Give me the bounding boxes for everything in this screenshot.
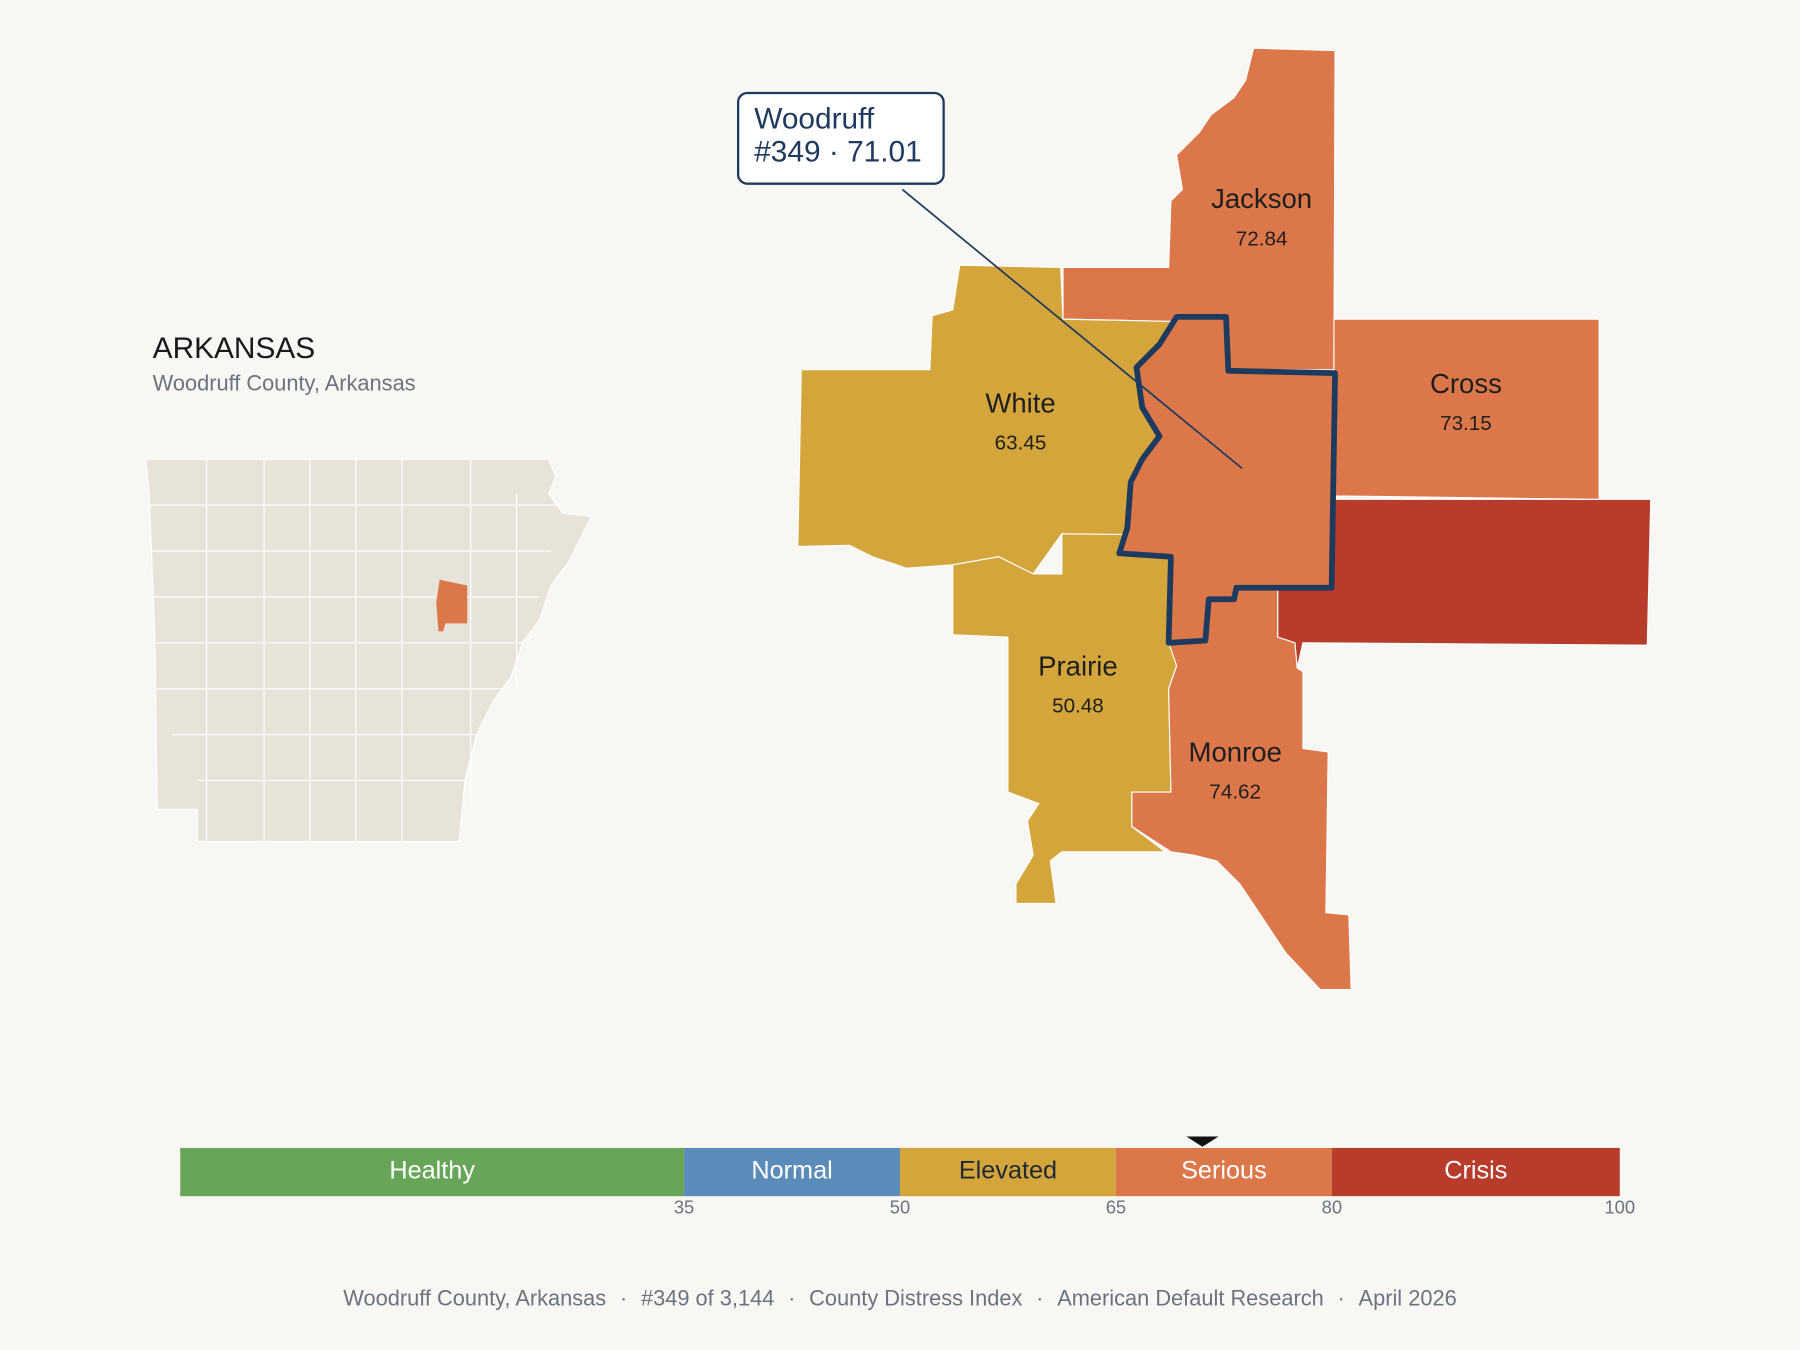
county-score: 73.15: [1440, 412, 1492, 435]
scale-band: [684, 1147, 900, 1197]
callout-box: [736, 91, 945, 185]
band-label: Elevated: [959, 1157, 1057, 1185]
inset-lines-h: [149, 504, 563, 782]
county-name: White: [985, 388, 1055, 419]
county-map: Jackson 72.84 White 63.45 Cross 73.15 Prairie 5…: [797, 47, 1652, 991]
scale-band: [1115, 1147, 1332, 1197]
county-name: Jackson: [1211, 183, 1312, 214]
footer-part: County Distress Index: [809, 1285, 1022, 1310]
inset-lines-v: [206, 459, 518, 842]
county-score: 72.84: [1236, 227, 1288, 250]
score-pointer: [1186, 1136, 1219, 1147]
band-label: Healthy: [389, 1157, 475, 1185]
county-shape: [952, 533, 1178, 905]
county-score: 74.62: [1209, 781, 1261, 804]
county-shape: [1333, 318, 1600, 500]
band-label: Crisis: [1444, 1157, 1507, 1185]
county-lines: [149, 459, 563, 842]
state-shape: [145, 458, 593, 843]
state-inset: [145, 458, 593, 843]
county-name: Cross: [1430, 368, 1502, 399]
footer-separator: ·: [1036, 1285, 1043, 1310]
highlight-county: [436, 579, 468, 632]
callout: Woodruff #349 · 71.01: [736, 91, 1243, 470]
county-score: 63.45: [995, 432, 1047, 455]
state-title: ARKANSAS: [153, 332, 315, 365]
callout-detail: #349 · 71.01: [754, 136, 922, 169]
county-name: Prairie: [1038, 650, 1118, 681]
footer-part: American Default Research: [1057, 1285, 1324, 1310]
footer-separator: ·: [1338, 1285, 1345, 1310]
leader-line: [901, 188, 1243, 470]
footer-part: Woodruff County, Arkansas: [343, 1285, 606, 1310]
scale-band: [900, 1147, 1116, 1197]
band-label: Serious: [1181, 1157, 1267, 1185]
scale-band: [1331, 1147, 1620, 1197]
county-name: Monroe: [1189, 736, 1282, 767]
scale-tick-label: 80: [1322, 1197, 1342, 1218]
footer-part: April 2026: [1359, 1285, 1457, 1310]
scale-legend: Healthy Normal Elevated Serious Crisis 35 50 65…: [180, 1136, 1635, 1218]
selected-county: [1116, 313, 1338, 646]
footer-separator: ·: [788, 1285, 795, 1310]
county-score: 50.48: [1052, 695, 1104, 718]
footer-separator: ·: [620, 1285, 627, 1310]
state-subtitle: Woodruff County, Arkansas: [153, 370, 416, 395]
footer: Woodruff County, Arkansas · #349 of 3,144 ·…: [343, 1285, 1456, 1310]
scale-tick-label: 65: [1106, 1197, 1126, 1218]
scale-tick-label: 100: [1604, 1197, 1635, 1218]
scale-tick-label: 50: [890, 1197, 910, 1218]
scale-tick-label: 35: [674, 1197, 694, 1218]
footer-part: #349 of 3,144: [641, 1285, 774, 1310]
callout-name: Woodruff: [754, 102, 875, 135]
scale-band: [180, 1147, 685, 1197]
band-label: Normal: [751, 1157, 832, 1185]
